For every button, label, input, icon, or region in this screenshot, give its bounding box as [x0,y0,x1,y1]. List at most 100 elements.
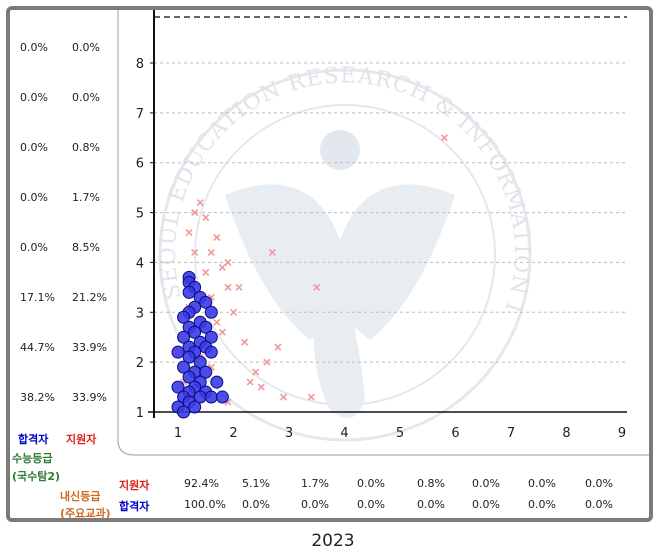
bottom-passer-value: 0.0% [301,498,329,511]
bottom-passer-label: 합격자 [119,500,150,513]
y-tick-label-8: 8 [136,57,144,72]
y-tick-label-1: 1 [136,406,144,421]
applicant-point-4 [196,199,204,207]
bottom-passer-value: 0.0% [585,498,613,511]
left-passer-value: 0.0% [20,141,48,154]
passer-point-38 [188,400,202,414]
applicant-point-21 [202,268,210,276]
applicant-series [179,134,448,406]
x-tick-label-7: 7 [507,426,515,441]
x-tick-label-3: 3 [285,426,293,441]
passer-point-15 [177,330,191,344]
y-tick-label-5: 5 [136,207,144,222]
applicant-point-7 [224,258,232,266]
y-axis-label: 수능등급 [12,452,53,465]
passer-point-29 [171,380,185,394]
applicant-point-12 [274,343,282,351]
bottom-passer-value: 0.0% [528,498,556,511]
passer-point-39 [177,405,191,419]
applicant-point-29 [246,378,254,386]
passer-point-12 [199,320,213,334]
left-passer-value: 44.7% [20,341,55,354]
left-applicant-value: 0.8% [72,141,100,154]
left-applicant-value: 8.5% [72,241,100,254]
tick-labels: 1 2 3 4 5 6 7 8 1 2 3 4 5 6 7 8 9 [136,57,626,441]
legend-applicant: 지원자 [66,433,97,446]
x-tick-label-6: 6 [451,426,459,441]
bottom-applicant-value: 0.8% [417,477,445,490]
left-passer-value: 0.0% [20,191,48,204]
watermark-emblem-head [320,130,360,170]
applicant-point-32 [218,328,226,336]
x-tick-label-4: 4 [340,426,348,441]
applicant-point-2 [313,283,321,291]
bottom-applicant-value: 0.0% [472,477,500,490]
applicant-point-20 [229,308,238,316]
bottom-passer-value: 100.0% [184,498,226,511]
left-passer-value: 0.0% [20,241,48,254]
passer-point-21 [204,345,218,359]
applicant-point-8 [235,283,243,291]
applicant-point-11 [257,383,265,391]
left-applicant-value: 21.2% [72,291,107,304]
applicant-point-6 [213,233,221,242]
passer-point-9 [177,310,191,324]
x-axis-sublabel: (주요교과) [60,507,111,520]
chart-caption: 2023 [311,531,355,551]
y-tick-label-3: 3 [136,306,144,321]
y-tick-label-7: 7 [136,107,144,122]
bottom-passer-value: 0.0% [417,498,445,511]
passer-series [171,270,229,419]
bottom-applicant-label: 지원자 [119,479,150,492]
y-axis-sublabel: (국수탐2) [12,470,61,483]
passer-point-14 [204,330,218,344]
applicant-point-16 [207,248,215,257]
x-tick-label-1: 1 [174,426,182,441]
x-tick-label-8: 8 [562,426,570,441]
legend-passer: 합격자 [18,433,49,446]
applicant-point-5 [202,213,210,222]
left-applicant-value: 33.9% [72,391,107,404]
bottom-applicant-value: 92.4% [184,477,219,490]
grid [154,16,627,363]
passer-point-20 [171,345,185,359]
applicant-point-15 [263,358,271,366]
left-passer-value: 0.0% [20,41,48,54]
left-passer-value: 17.1% [20,291,55,304]
applicant-point-0 [440,134,448,142]
left-passer-value: 38.2% [20,391,55,404]
applicant-point-30 [185,228,193,237]
bottom-applicant-value: 5.1% [242,477,270,490]
applicant-point-14 [307,393,315,401]
passer-point-22 [182,350,196,364]
left-applicant-value: 1.7% [72,191,100,204]
applicant-point-18 [191,248,199,257]
passer-point-13 [188,325,202,339]
passer-point-24 [177,360,191,374]
passer-point-40 [215,390,229,404]
passer-point-23 [193,355,207,369]
applicant-point-13 [279,393,288,401]
applicant-point-1 [268,248,276,257]
bottom-applicant-value: 1.7% [301,477,329,490]
bottom-applicant-value: 0.0% [585,477,613,490]
watermark-emblem-left [225,184,344,340]
left-applicant-value: 33.9% [72,341,107,354]
axes [117,10,649,456]
x-axis-label: 내신등급 [60,490,101,503]
y-tick-label-2: 2 [136,356,144,371]
x-tick-label-9: 9 [618,426,626,441]
passer-point-5 [199,295,213,309]
bottom-applicant-value: 0.0% [357,477,385,490]
passer-point-35 [204,390,218,404]
applicant-point-3 [191,209,199,217]
applicant-point-9 [241,338,249,346]
plot-border-curve [117,10,649,456]
passer-point-8 [204,305,218,319]
applicant-point-17 [218,263,226,271]
x-tick-label-2: 2 [229,426,237,441]
x-tick-label-5: 5 [396,426,404,441]
passer-point-3 [182,285,196,299]
scatter-plot: SEOUL EDUCATION RESEARCH & INFORMATION I… [10,10,649,456]
passer-point-26 [199,365,213,379]
